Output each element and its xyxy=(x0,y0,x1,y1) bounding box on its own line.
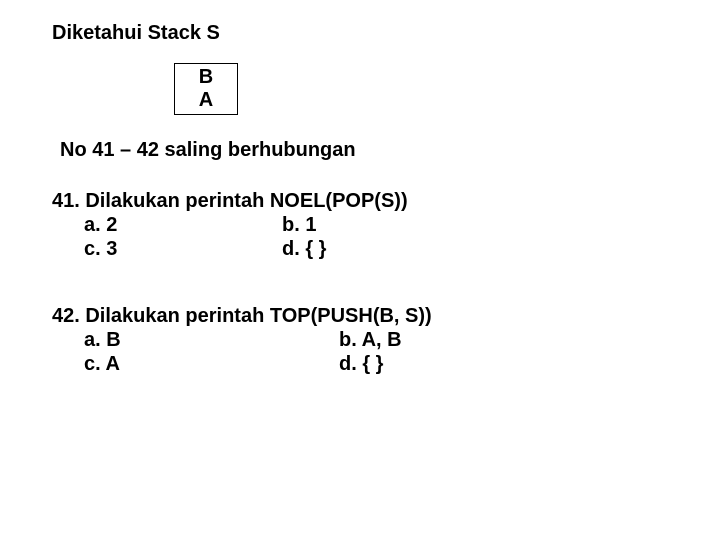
option-41-d: d. { } xyxy=(282,237,720,261)
option-42-a: a. B xyxy=(84,328,339,352)
option-42-b: b. A, B xyxy=(339,328,720,352)
option-42-d: d. { } xyxy=(339,352,720,376)
question-41: 41. Dilakukan perintah NOEL(POP(S)) a. 2… xyxy=(52,190,720,261)
question-42-stem: 42. Dilakukan perintah TOP(PUSH(B, S)) xyxy=(52,305,720,328)
question-42-options: a. B b. A, B c. A d. { } xyxy=(84,328,720,376)
question-41-options: a. 2 b. 1 c. 3 d. { } xyxy=(84,213,720,261)
option-41-c: c. 3 xyxy=(84,237,282,261)
page-title: Diketahui Stack S xyxy=(52,22,720,45)
document-page: Diketahui Stack S B A No 41 – 42 saling … xyxy=(0,0,720,376)
option-41-b: b. 1 xyxy=(282,213,720,237)
question-42: 42. Dilakukan perintah TOP(PUSH(B, S)) a… xyxy=(52,305,720,376)
option-41-a: a. 2 xyxy=(84,213,282,237)
stack-cell-top: B xyxy=(175,66,237,89)
stack-cell-bottom: A xyxy=(175,89,237,112)
section-note: No 41 – 42 saling berhubungan xyxy=(60,139,720,162)
stack-diagram: B A xyxy=(174,63,238,115)
question-41-stem: 41. Dilakukan perintah NOEL(POP(S)) xyxy=(52,190,720,213)
option-42-c: c. A xyxy=(84,352,339,376)
